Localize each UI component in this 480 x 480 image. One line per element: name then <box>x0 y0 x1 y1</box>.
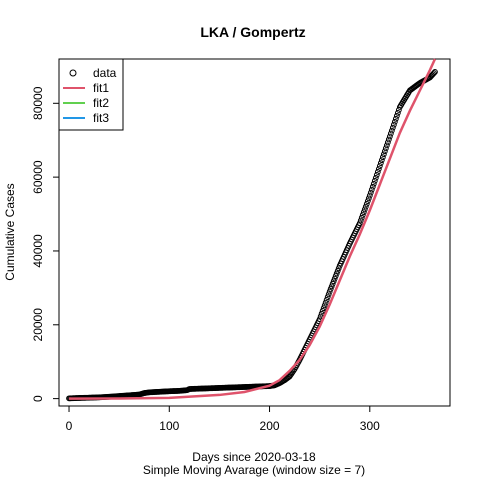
data-point <box>369 183 376 190</box>
legend-fit3-label: fit3 <box>93 111 109 125</box>
data-point <box>383 142 390 149</box>
data-point <box>330 278 337 285</box>
data-point <box>370 180 377 187</box>
data-point <box>379 154 386 161</box>
data-point <box>321 302 328 309</box>
y-tick-label: 40000 <box>31 234 45 268</box>
data-point <box>372 174 379 181</box>
data-point <box>320 305 327 312</box>
data-point <box>382 145 389 152</box>
fit1-line <box>69 58 437 400</box>
y-tick-label: 80000 <box>31 86 45 120</box>
data-point <box>432 69 438 75</box>
data-point <box>431 70 437 76</box>
data-point <box>392 115 399 122</box>
data-point <box>331 275 338 282</box>
data-point <box>318 310 325 317</box>
data-point <box>356 220 363 227</box>
data-point <box>385 136 392 143</box>
data-point <box>373 172 380 178</box>
y-axis: 0 20000 40000 60000 80000 <box>31 86 59 402</box>
legend-data-label: data <box>93 66 117 80</box>
y-tick-label: 20000 <box>31 308 45 342</box>
data-point <box>390 121 397 128</box>
data-point <box>328 283 335 290</box>
data-point <box>374 169 381 175</box>
data-point <box>358 214 365 221</box>
data-point <box>391 118 398 125</box>
data-point <box>334 267 341 274</box>
data-point <box>381 148 388 155</box>
data-point <box>384 139 391 146</box>
data-point <box>329 280 336 287</box>
data-point <box>327 286 334 292</box>
data-point <box>375 166 382 172</box>
chart-title: LKA / Gompertz <box>200 24 305 40</box>
data-point <box>387 130 394 137</box>
data-point <box>322 299 329 306</box>
data-point <box>319 308 326 314</box>
data-point <box>367 189 374 196</box>
data-point <box>395 107 402 113</box>
legend: data fit1 fit2 fit3 <box>58 58 124 131</box>
data-point <box>366 192 373 199</box>
data-point <box>361 206 368 213</box>
data-point <box>363 200 370 207</box>
data-point <box>357 217 364 224</box>
y-tick-label: 0 <box>31 395 45 402</box>
y-tick-label: 60000 <box>31 160 45 194</box>
data-point <box>362 203 369 210</box>
x-tick-label: 0 <box>66 419 73 433</box>
x-tick-label: 100 <box>159 419 179 433</box>
x-axis: 0 100 200 300 <box>66 406 380 433</box>
data-point <box>360 209 367 216</box>
plot-frame <box>58 58 451 407</box>
y-axis-label: Cumulative Cases <box>3 183 17 280</box>
x-tick-label: 300 <box>360 419 380 433</box>
data-point <box>326 288 333 295</box>
data-point <box>368 186 375 193</box>
data-point <box>335 265 342 272</box>
data-point <box>394 109 401 116</box>
data-point <box>393 112 400 119</box>
x-axis-label: Days since 2020-03-18 <box>192 450 316 464</box>
data-point <box>386 133 393 140</box>
data-point <box>324 294 331 301</box>
data-point <box>364 198 371 205</box>
data-point <box>359 212 366 218</box>
x-axis-sublabel: Simple Moving Avarage (window size = 7) <box>143 463 365 477</box>
data-point <box>332 273 339 279</box>
legend-data-marker <box>69 69 77 77</box>
data-point <box>378 157 385 164</box>
x-tick-label: 200 <box>260 419 280 433</box>
data-point <box>323 296 330 303</box>
data-point <box>371 177 378 184</box>
data-point <box>380 151 387 158</box>
data-point <box>388 127 395 134</box>
data-point <box>325 291 332 298</box>
data-point <box>389 124 396 131</box>
data-point <box>377 160 384 167</box>
data-point <box>376 163 383 169</box>
legend-fit1-label: fit1 <box>93 81 109 95</box>
legend-fit2-label: fit2 <box>93 96 109 110</box>
data-point <box>365 195 372 202</box>
data-point <box>333 270 340 277</box>
